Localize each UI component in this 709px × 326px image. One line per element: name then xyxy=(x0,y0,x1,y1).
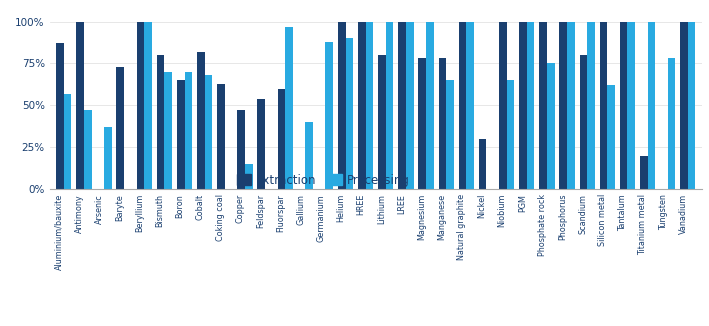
Bar xyxy=(499,22,507,189)
Bar xyxy=(306,122,313,189)
Bar xyxy=(406,22,413,189)
Bar xyxy=(540,22,547,189)
Bar xyxy=(144,22,152,189)
Bar xyxy=(418,58,426,189)
Bar xyxy=(366,22,374,189)
Legend: Extraction, Processing: Extraction, Processing xyxy=(237,174,410,187)
Bar xyxy=(238,110,245,189)
Bar xyxy=(559,22,567,189)
Bar xyxy=(64,94,72,189)
Bar xyxy=(116,67,124,189)
Bar xyxy=(527,22,535,189)
Bar xyxy=(338,22,345,189)
Bar xyxy=(217,83,225,189)
Bar xyxy=(547,63,554,189)
Bar xyxy=(439,58,446,189)
Bar xyxy=(177,80,184,189)
Bar xyxy=(104,127,111,189)
Bar xyxy=(426,22,434,189)
Bar xyxy=(285,26,293,189)
Bar xyxy=(640,156,647,189)
Bar xyxy=(579,55,587,189)
Bar xyxy=(164,72,172,189)
Bar xyxy=(184,72,192,189)
Bar xyxy=(680,22,688,189)
Bar xyxy=(459,22,467,189)
Bar xyxy=(245,164,252,189)
Bar xyxy=(467,22,474,189)
Bar xyxy=(688,22,696,189)
Bar xyxy=(398,22,406,189)
Bar xyxy=(277,89,285,189)
Bar xyxy=(627,22,635,189)
Bar xyxy=(647,22,655,189)
Bar xyxy=(519,22,527,189)
Bar xyxy=(479,139,486,189)
Bar xyxy=(600,22,608,189)
Bar xyxy=(205,75,212,189)
Bar xyxy=(378,55,386,189)
Bar xyxy=(76,22,84,189)
Bar xyxy=(358,22,366,189)
Bar xyxy=(56,43,64,189)
Bar xyxy=(507,80,514,189)
Bar xyxy=(345,38,353,189)
Bar xyxy=(84,110,91,189)
Bar xyxy=(587,22,595,189)
Bar xyxy=(386,22,393,189)
Bar xyxy=(446,80,454,189)
Bar xyxy=(157,55,164,189)
Bar xyxy=(608,85,615,189)
Bar xyxy=(325,42,333,189)
Bar xyxy=(137,22,144,189)
Bar xyxy=(668,58,676,189)
Bar xyxy=(567,22,575,189)
Bar xyxy=(620,22,627,189)
Bar xyxy=(257,98,265,189)
Bar xyxy=(197,52,205,189)
